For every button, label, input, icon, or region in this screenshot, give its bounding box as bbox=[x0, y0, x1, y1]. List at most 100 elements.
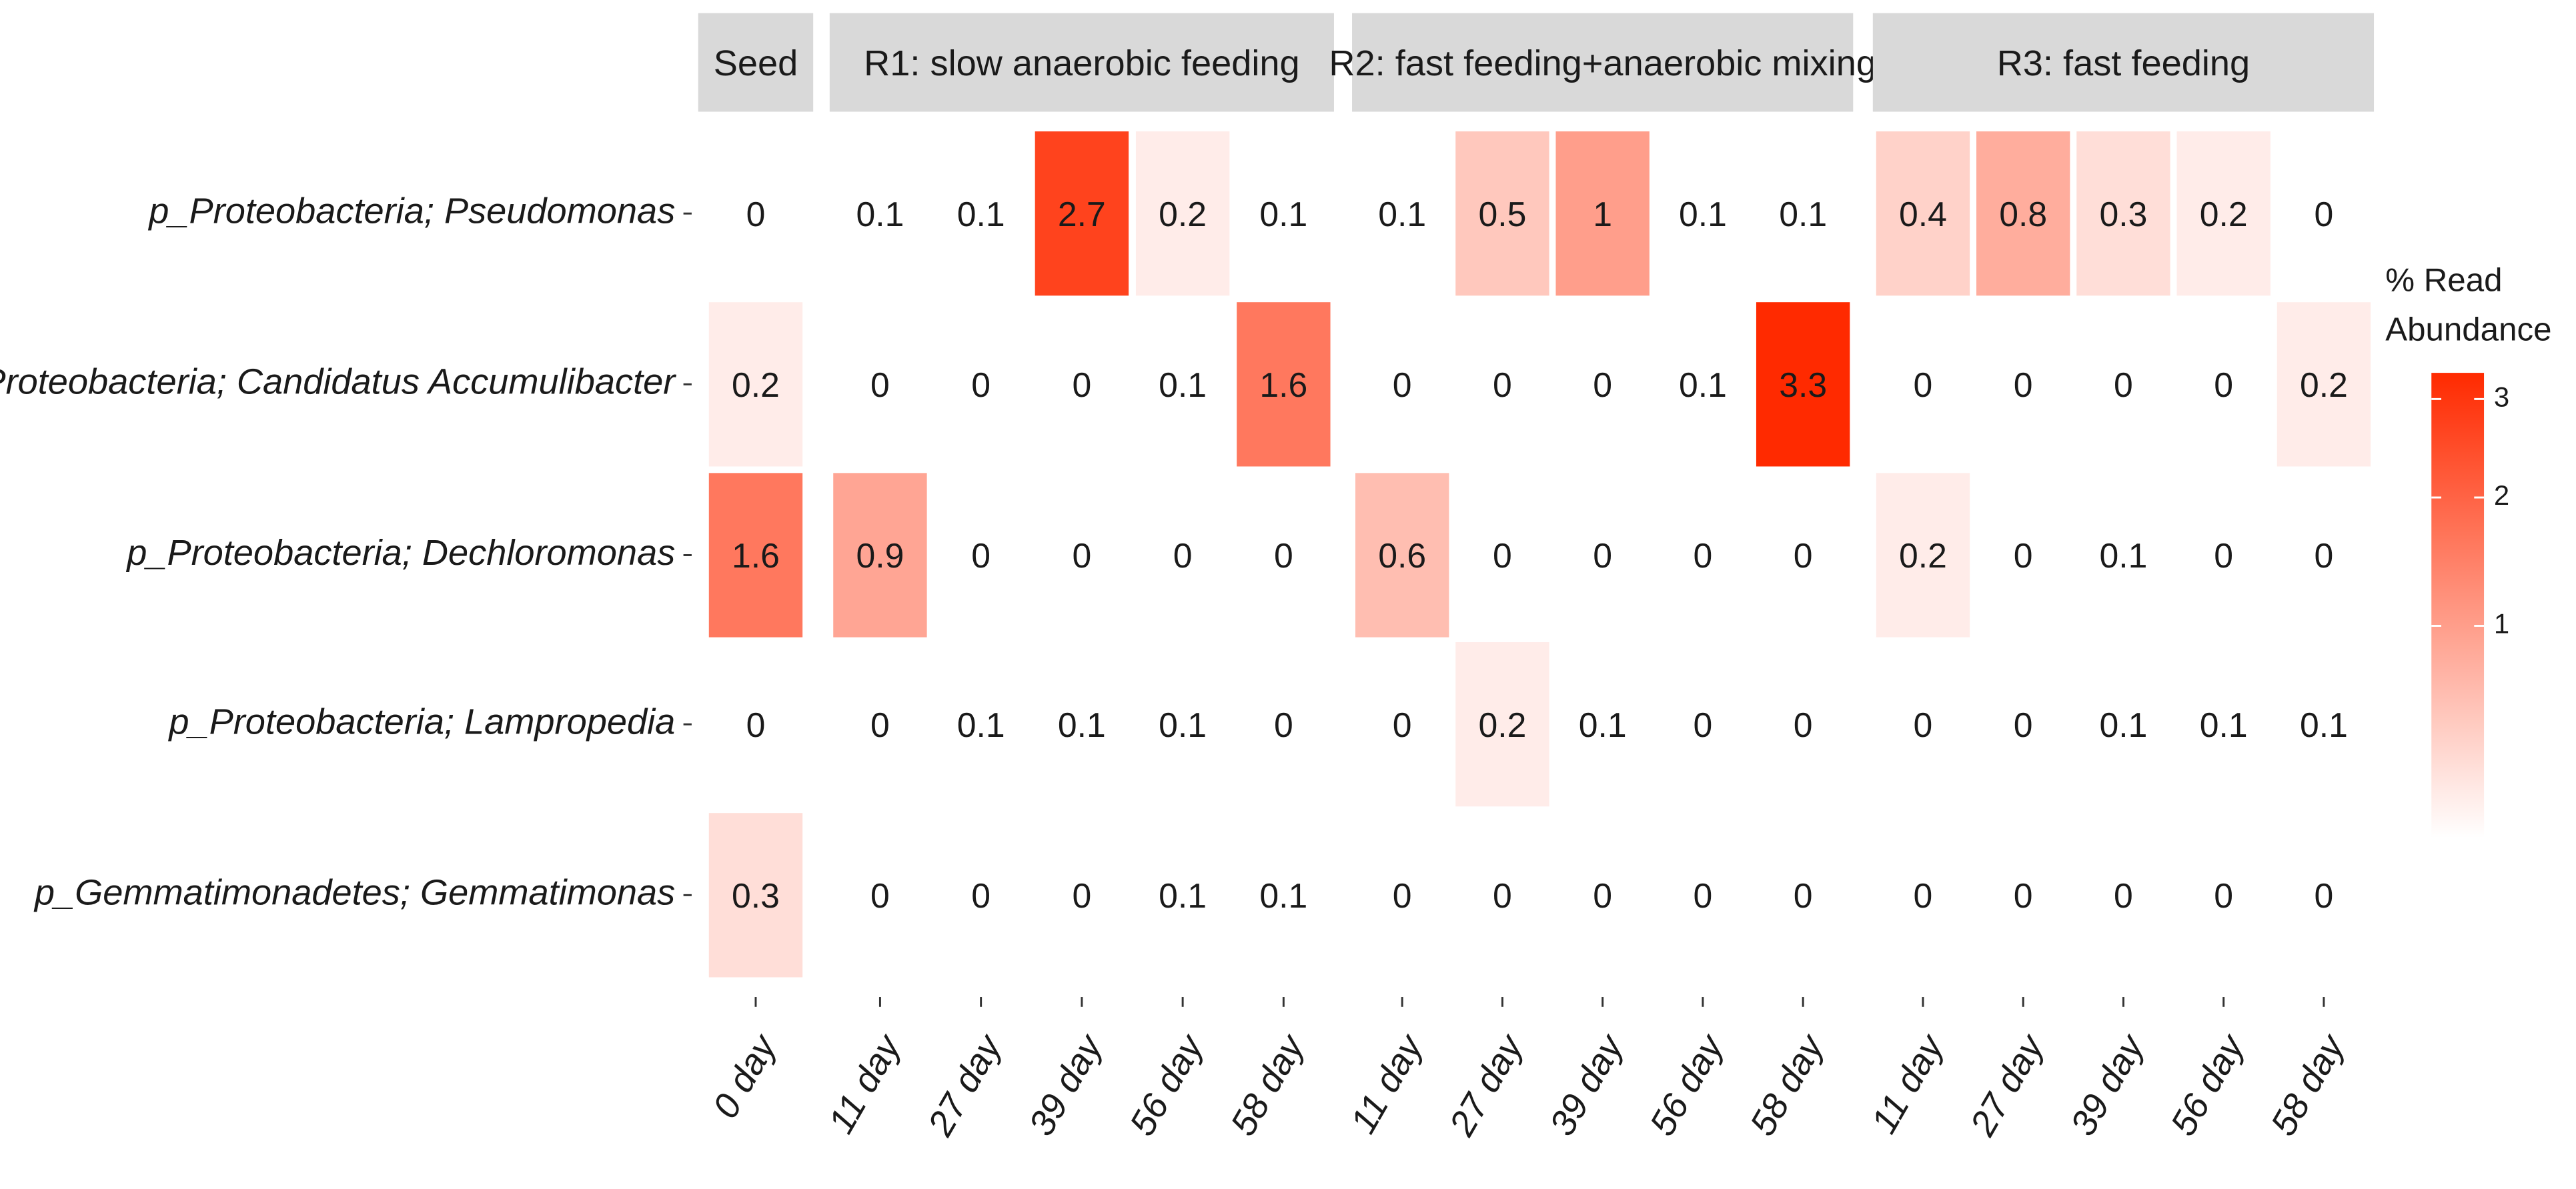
heat-cell bbox=[1876, 131, 1970, 296]
cell-label: 0 bbox=[1694, 536, 1713, 575]
x-tick-label: 27 day bbox=[920, 1027, 1010, 1143]
x-tick-label: 0 day bbox=[705, 1027, 785, 1125]
heat-cell bbox=[2277, 131, 2371, 296]
heat-cell bbox=[2176, 131, 2271, 296]
cell-label: 0.1 bbox=[1779, 195, 1827, 233]
x-tick-label: 56 day bbox=[1122, 1027, 1212, 1142]
legend-colorbar bbox=[2431, 373, 2485, 838]
cell-label: 0 bbox=[1914, 365, 1933, 404]
cell-label: 1.6 bbox=[732, 536, 780, 575]
heat-cell bbox=[2176, 813, 2271, 978]
legend-tick-label: 2 bbox=[2494, 479, 2509, 511]
x-tick-label: 11 day bbox=[1343, 1027, 1431, 1140]
cell-label: 0 bbox=[2315, 195, 2334, 233]
heat-cell bbox=[1237, 131, 1331, 296]
cell-label: 0.1 bbox=[1259, 876, 1307, 915]
x-tick-label: 56 day bbox=[1642, 1027, 1732, 1142]
cell-label: 0 bbox=[1073, 536, 1092, 575]
heat-cell bbox=[1355, 302, 1449, 467]
cell-label: 1 bbox=[1593, 195, 1612, 233]
cell-label: 0 bbox=[870, 706, 890, 744]
cell-label: 0 bbox=[746, 195, 766, 233]
heat-cell bbox=[1237, 473, 1331, 638]
plot-area: p_Proteobacteria; Pseudomonas p_Proteobac… bbox=[0, 13, 2551, 1143]
cell-label: 0 bbox=[1073, 876, 1092, 915]
heat-cell bbox=[1976, 813, 2070, 978]
heat-cell bbox=[1756, 302, 1850, 467]
heat-cell bbox=[1876, 642, 1970, 807]
facet-title: R1: slow anaerobic feeding bbox=[864, 43, 1299, 83]
heat-cell bbox=[1035, 473, 1129, 638]
heat-cell bbox=[1656, 473, 1750, 638]
row-label: p_Proteobacteria; Pseudomonas bbox=[147, 191, 675, 231]
cell-label: 0 bbox=[1173, 536, 1193, 575]
heat-cell bbox=[1756, 473, 1850, 638]
cell-label: 0.2 bbox=[2200, 195, 2248, 233]
heat-cell bbox=[1756, 813, 1850, 978]
cell-label: 0.2 bbox=[1899, 536, 1947, 575]
heat-cell bbox=[708, 302, 803, 467]
heat-cell bbox=[2176, 302, 2271, 467]
row-label: p_Gemmatimonadetes; Gemmatimonas bbox=[33, 873, 675, 913]
heat-cell bbox=[2277, 813, 2371, 978]
heat-cell bbox=[1976, 131, 2070, 296]
heat-cell bbox=[1455, 473, 1549, 638]
heat-cell bbox=[1555, 813, 1650, 978]
heat-cell bbox=[1237, 642, 1331, 807]
x-tick-label: 39 day bbox=[1021, 1027, 1111, 1142]
cell-label: 0 bbox=[746, 706, 766, 744]
cell-label: 0 bbox=[1274, 536, 1293, 575]
heat-cell bbox=[1656, 642, 1750, 807]
cell-label: 0.9 bbox=[856, 536, 904, 575]
heat-cell bbox=[1135, 473, 1230, 638]
heat-cell bbox=[1035, 131, 1129, 296]
cell-label: 0 bbox=[1794, 706, 1813, 744]
cell-label: 0.3 bbox=[732, 876, 780, 915]
heat-cell bbox=[1555, 302, 1650, 467]
heat-cell bbox=[2176, 642, 2271, 807]
heat-cell bbox=[2076, 131, 2170, 296]
heat-cell bbox=[708, 473, 803, 638]
cell-label: 0 bbox=[2014, 876, 2033, 915]
heat-cell bbox=[708, 131, 803, 296]
cell-label: 0.1 bbox=[1159, 876, 1207, 915]
heat-cell bbox=[1756, 642, 1850, 807]
heat-cell bbox=[1035, 813, 1129, 978]
cell-label: 0 bbox=[2214, 365, 2233, 404]
heat-cell bbox=[833, 473, 927, 638]
cell-label: 0.1 bbox=[1159, 706, 1207, 744]
heat-cell bbox=[833, 813, 927, 978]
heat-cell bbox=[2076, 642, 2170, 807]
cell-label: 0.3 bbox=[2099, 195, 2147, 233]
heat-cell bbox=[2277, 642, 2371, 807]
heat-cell bbox=[1656, 813, 1750, 978]
heat-cell bbox=[1756, 131, 1850, 296]
x-tick-label: 27 day bbox=[1441, 1027, 1531, 1143]
heat-cell bbox=[1135, 302, 1230, 467]
cell-label: 0 bbox=[1694, 706, 1713, 744]
heat-cell bbox=[1555, 642, 1650, 807]
cell-label: 3.3 bbox=[1779, 365, 1827, 404]
cell-label: 0.2 bbox=[732, 365, 780, 404]
cell-label: 0.1 bbox=[2099, 536, 2147, 575]
cell-label: 0 bbox=[1493, 876, 1512, 915]
heat-cell bbox=[1656, 302, 1750, 467]
cell-label: 0 bbox=[870, 876, 890, 915]
x-tick-label: 58 day bbox=[2263, 1027, 2353, 1142]
facet-strip bbox=[1352, 13, 1854, 112]
heat-cell bbox=[1237, 302, 1331, 467]
cell-label: 0 bbox=[2214, 876, 2233, 915]
facet-strip bbox=[1872, 13, 2375, 112]
heat-cell bbox=[1135, 642, 1230, 807]
cell-label: 0 bbox=[971, 876, 991, 915]
x-tick-label: 27 day bbox=[1962, 1027, 2052, 1143]
heat-cell bbox=[1876, 473, 1970, 638]
heat-cell bbox=[1976, 302, 2070, 467]
heat-cell bbox=[2076, 813, 2170, 978]
heat-cell bbox=[708, 813, 803, 978]
cell-label: 0.2 bbox=[1159, 195, 1207, 233]
cell-label: 0 bbox=[1794, 536, 1813, 575]
cell-label: 0 bbox=[971, 536, 991, 575]
heat-cell bbox=[934, 642, 1028, 807]
